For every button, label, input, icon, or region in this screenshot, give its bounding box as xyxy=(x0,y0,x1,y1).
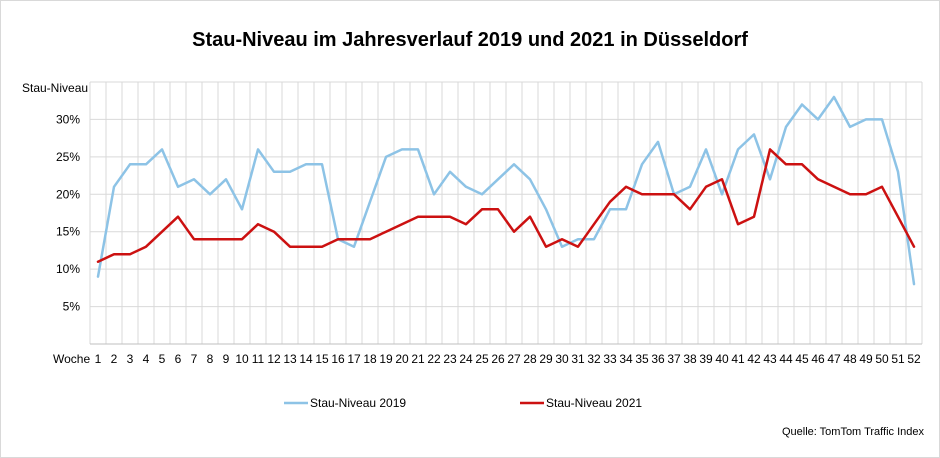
x-tick-label: 9 xyxy=(223,352,230,366)
x-tick-label: 21 xyxy=(411,352,425,366)
x-tick-label: 50 xyxy=(875,352,889,366)
x-tick-label: 40 xyxy=(715,352,729,366)
x-tick-label: 49 xyxy=(859,352,873,366)
x-tick-label: 44 xyxy=(779,352,793,366)
y-tick-labels: 5% 10% 15% 20% 25% 30% xyxy=(56,112,80,313)
x-tick-label: 16 xyxy=(331,352,345,366)
x-tick-label: 13 xyxy=(283,352,297,366)
x-tick-label: 1 xyxy=(95,352,102,366)
x-tick-label: 29 xyxy=(539,352,553,366)
x-tick-label: 51 xyxy=(891,352,905,366)
x-tick-label: 46 xyxy=(811,352,825,366)
x-tick-label: 28 xyxy=(523,352,537,366)
x-tick-label: 32 xyxy=(587,352,601,366)
series-line xyxy=(96,148,916,263)
x-tick-label: 33 xyxy=(603,352,617,366)
y-tick-label: 30% xyxy=(56,112,80,126)
series-line xyxy=(96,95,916,286)
x-tick-label: 45 xyxy=(795,352,809,366)
x-tick-label: 23 xyxy=(443,352,457,366)
x-tick-label: 35 xyxy=(635,352,649,366)
x-tick-label: 37 xyxy=(667,352,681,366)
x-tick-label: 20 xyxy=(395,352,409,366)
x-tick-labels: 1 2 3 4 5 6 7 8 9 10 11 12 13 14 15 16 17 18 19 20 21 22 23 24 2… xyxy=(95,352,921,366)
legend-label: Stau-Niveau 2019 xyxy=(310,396,406,410)
x-tick-label: 2 xyxy=(111,352,118,366)
x-tick-label: 52 xyxy=(907,352,921,366)
x-tick-label: 5 xyxy=(159,352,166,366)
x-tick-label: 30 xyxy=(555,352,569,366)
x-tick-label: 18 xyxy=(363,352,377,366)
source-note: Quelle: TomTom Traffic Index xyxy=(782,426,925,438)
x-tick-label: 39 xyxy=(699,352,713,366)
grid-lines xyxy=(89,81,923,345)
x-tick-label: 43 xyxy=(763,352,777,366)
x-tick-label: 10 xyxy=(235,352,249,366)
x-tick-label: 19 xyxy=(379,352,393,366)
x-tick-label: 26 xyxy=(491,352,505,366)
x-axis-label: Woche xyxy=(53,352,90,366)
y-tick-label: 25% xyxy=(56,150,80,164)
x-tick-label: 15 xyxy=(315,352,329,366)
x-tick-label: 48 xyxy=(843,352,857,366)
y-tick-label: 20% xyxy=(56,187,80,201)
y-tick-label: 5% xyxy=(63,300,81,314)
x-tick-label: 7 xyxy=(191,352,198,366)
x-tick-label: 6 xyxy=(175,352,182,366)
x-tick-label: 25 xyxy=(475,352,489,366)
x-tick-label: 17 xyxy=(347,352,361,366)
x-tick-label: 38 xyxy=(683,352,697,366)
legend: Stau-Niveau 2019 Stau-Niveau 2021 xyxy=(284,396,642,410)
x-tick-label: 36 xyxy=(651,352,665,366)
x-tick-label: 8 xyxy=(207,352,214,366)
x-tick-label: 22 xyxy=(427,352,441,366)
chart-title: Stau-Niveau im Jahresverlauf 2019 und 20… xyxy=(192,29,748,51)
x-tick-label: 24 xyxy=(459,352,473,366)
x-tick-label: 3 xyxy=(127,352,134,366)
series-lines xyxy=(96,95,916,286)
x-tick-label: 11 xyxy=(252,352,265,366)
x-tick-label: 4 xyxy=(143,352,150,366)
x-tick-label: 34 xyxy=(619,352,633,366)
y-tick-label: 15% xyxy=(56,225,80,239)
x-tick-label: 31 xyxy=(571,352,585,366)
x-tick-label: 47 xyxy=(827,352,841,366)
y-axis-label: Stau-Niveau xyxy=(22,81,88,95)
y-tick-label: 10% xyxy=(56,262,80,276)
x-tick-label: 41 xyxy=(731,352,745,366)
x-tick-label: 12 xyxy=(267,352,281,366)
x-tick-label: 27 xyxy=(507,352,521,366)
x-tick-label: 14 xyxy=(299,352,313,366)
x-tick-label: 42 xyxy=(747,352,761,366)
legend-label: Stau-Niveau 2021 xyxy=(546,396,642,410)
